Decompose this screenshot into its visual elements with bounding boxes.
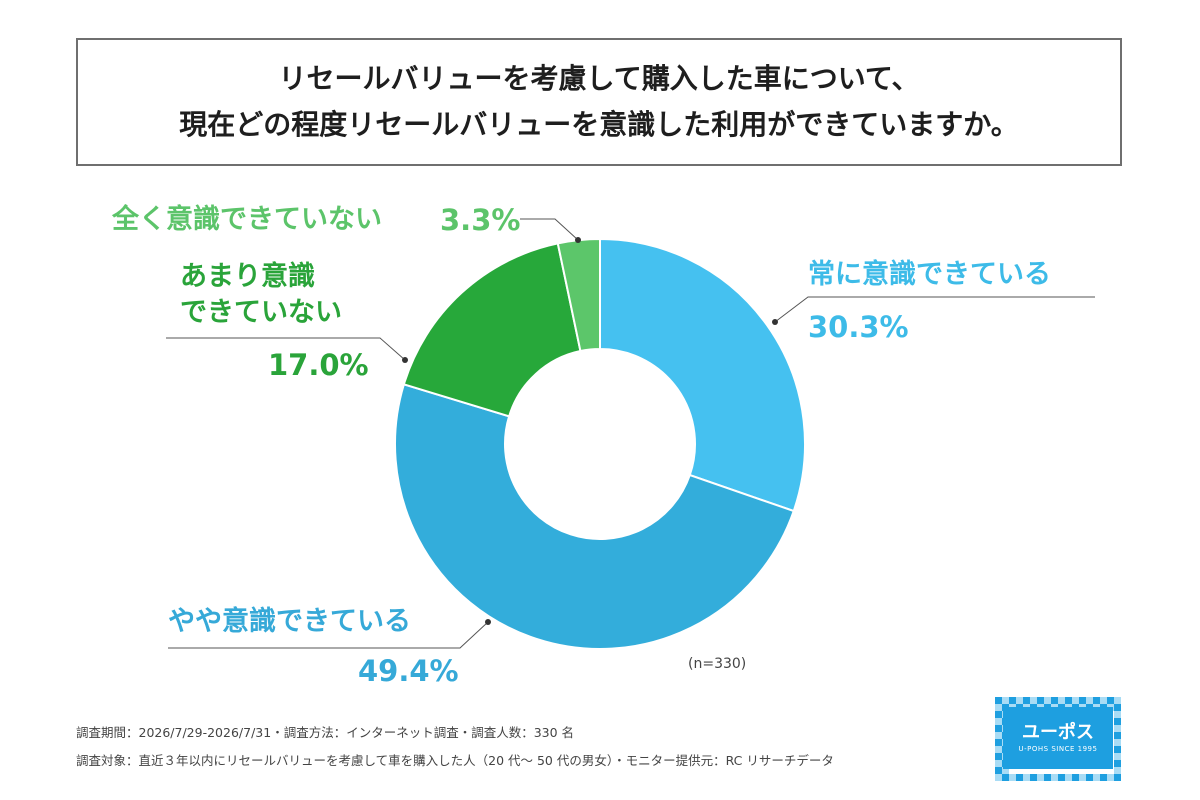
logo-checker-square: [1009, 697, 1016, 704]
logo-checker-square: [1114, 746, 1121, 753]
logo-checker-square: [1086, 697, 1093, 704]
logo-checker-square: [995, 732, 1002, 739]
logo-checker-square: [995, 725, 1002, 732]
slice-value-not-at-all: 3.3%: [440, 203, 521, 237]
logo-checker-square: [1114, 753, 1121, 760]
slice-label-not-at-all: 全く意識できていない: [112, 204, 382, 235]
logo-checker-square: [995, 760, 1002, 767]
logo-checker-square: [1114, 704, 1121, 711]
logo-checker-square: [1016, 697, 1023, 704]
logo-checker-square: [995, 711, 1002, 718]
slice-not-much: [402, 242, 582, 418]
leader-not-at-all-dot: [575, 237, 581, 243]
logo-checker-square: [995, 753, 1002, 760]
logo-checker-square: [1016, 774, 1023, 781]
slice-always: [599, 237, 806, 513]
logo-checker-square: [1114, 732, 1121, 739]
logo-checker-square: [995, 704, 1002, 711]
logo-checker-square: [1100, 697, 1107, 704]
logo-checker-square: [1023, 774, 1030, 781]
logo-checker-square: [1079, 774, 1086, 781]
logo-checker-square: [1037, 774, 1044, 781]
logo-checker-square: [1114, 718, 1121, 725]
sample-size-note: (n=330): [688, 656, 747, 672]
logo-checker-square: [995, 718, 1002, 725]
leader-not-much-dot: [402, 357, 408, 363]
logo-checker-square: [1114, 760, 1121, 767]
logo-checker-square: [1114, 739, 1121, 746]
logo-checker-square: [1093, 774, 1100, 781]
slice-value-not-much: 17.0%: [268, 348, 369, 382]
logo-checker-square: [995, 746, 1002, 753]
logo-checker-square: [1009, 774, 1016, 781]
logo-checker-square: [1079, 697, 1086, 704]
logo-name: ユーポス: [1022, 722, 1094, 743]
slice-label-not-much-line-1: あまり意識: [180, 261, 315, 292]
slice-somewhat: [394, 383, 796, 650]
leader-always: [774, 296, 1095, 323]
logo-checker-square: [1107, 774, 1114, 781]
logo-checker-square: [1072, 774, 1079, 781]
slice-label-always: 常に意識できている: [808, 259, 1051, 290]
leader-somewhat: [168, 621, 489, 649]
chart-title-line-1: リセールバリューを考慮して購入した車について、: [278, 62, 920, 95]
logo-checker-square: [1023, 697, 1030, 704]
logo-checker-square: [1002, 774, 1009, 781]
logo-checker-square: [1093, 697, 1100, 704]
logo-checker-square: [1114, 774, 1121, 781]
logo-checker-square: [1114, 767, 1121, 774]
slice-label-somewhat: やや意識できている: [168, 606, 411, 637]
logo-checker-square: [1051, 774, 1058, 781]
logo-checker-square: [1002, 767, 1009, 774]
logo-checker-square: [1044, 774, 1051, 781]
logo-checker-square: [1107, 697, 1114, 704]
slice-value-somewhat: 49.4%: [358, 654, 459, 688]
logo-checker-square: [1030, 774, 1037, 781]
logo-checker-square: [1114, 725, 1121, 732]
leader-somewhat-dot: [485, 619, 491, 625]
logo-checker-square: [1100, 774, 1107, 781]
leader-always-dot: [772, 319, 778, 325]
logo-checker-square: [1065, 774, 1072, 781]
logo-checker-square: [995, 767, 1002, 774]
upos-logo: ユーポス U-POHS SINCE 1995: [995, 697, 1121, 781]
logo-checker-square: [1030, 697, 1037, 704]
survey-period-note: 調査期間：2026/7/29-2026/7/31・調査方法：インターネット調査・…: [76, 725, 575, 740]
logo-checker-square: [1051, 697, 1058, 704]
slice-not-at-all: [556, 237, 601, 353]
logo-checker-square: [1044, 697, 1051, 704]
slice-label-not-much-line-2: できていない: [180, 297, 342, 328]
survey-target-note: 調査対象：直近３年以内にリセールバリューを考慮して車を購入した人（20 代〜 5…: [76, 753, 834, 768]
logo-checker-square: [1037, 697, 1044, 704]
logo-tagline: U-POHS SINCE 1995: [1018, 745, 1098, 753]
chart-title-box: リセールバリューを考慮して購入した車について、 現在どの程度リセールバリューを意…: [76, 38, 1122, 166]
logo-checker-square: [1114, 697, 1121, 704]
logo-checker-square: [1058, 697, 1065, 704]
leader-not-at-all: [520, 218, 579, 241]
logo-checker-square: [1058, 774, 1065, 781]
slice-value-always: 30.3%: [808, 310, 909, 344]
logo-checker-square: [1065, 697, 1072, 704]
logo-checker-square: [1002, 697, 1009, 704]
logo-checker-square: [995, 697, 1002, 704]
leader-not-much: [166, 337, 406, 361]
logo-checker-square: [1114, 711, 1121, 718]
logo-checker-square: [995, 774, 1002, 781]
logo-checker-square: [1072, 697, 1079, 704]
logo-checker-square: [995, 739, 1002, 746]
chart-title-line-2: 現在どの程度リセールバリューを意識した利用ができていますか。: [179, 108, 1019, 141]
logo-checker-square: [1086, 774, 1093, 781]
